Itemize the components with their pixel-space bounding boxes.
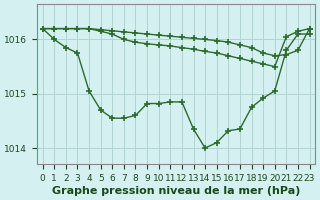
X-axis label: Graphe pression niveau de la mer (hPa): Graphe pression niveau de la mer (hPa) — [52, 186, 300, 196]
